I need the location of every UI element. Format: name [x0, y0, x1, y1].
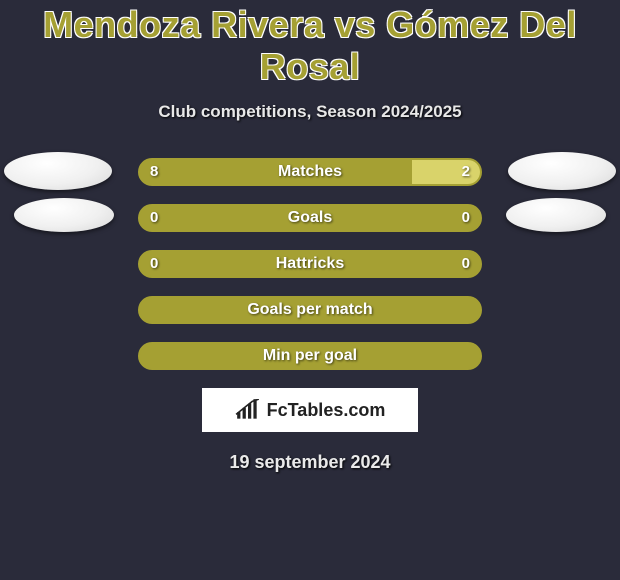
- player-avatar-right: [508, 152, 616, 190]
- stat-row: Goals per match: [0, 296, 620, 324]
- page-title: Mendoza Rivera vs Gómez Del Rosal: [0, 0, 620, 88]
- stat-bar: Goals per match: [138, 296, 482, 324]
- stat-rows: 82Matches 00Goals 00Hattricks Goals per mat…: [0, 158, 620, 370]
- stat-row: 82Matches: [0, 158, 620, 186]
- player-avatar-left: [14, 198, 114, 232]
- branding-text: FcTables.com: [267, 400, 386, 421]
- chart-icon: [235, 399, 261, 421]
- player-avatar-left: [4, 152, 112, 190]
- branding-badge: FcTables.com: [202, 388, 418, 432]
- stat-label: Hattricks: [140, 252, 480, 276]
- stat-row: Min per goal: [0, 342, 620, 370]
- stat-label: Min per goal: [140, 344, 480, 368]
- stat-label: Goals: [140, 206, 480, 230]
- stat-bar: 82Matches: [138, 158, 482, 186]
- stat-bar: 00Goals: [138, 204, 482, 232]
- subtitle: Club competitions, Season 2024/2025: [0, 102, 620, 122]
- stat-bar: 00Hattricks: [138, 250, 482, 278]
- stat-label: Matches: [140, 160, 480, 184]
- stat-row: 00Hattricks: [0, 250, 620, 278]
- player-avatar-right: [506, 198, 606, 232]
- stat-label: Goals per match: [140, 298, 480, 322]
- stat-bar: Min per goal: [138, 342, 482, 370]
- date-label: 19 september 2024: [0, 452, 620, 473]
- stat-row: 00Goals: [0, 204, 620, 232]
